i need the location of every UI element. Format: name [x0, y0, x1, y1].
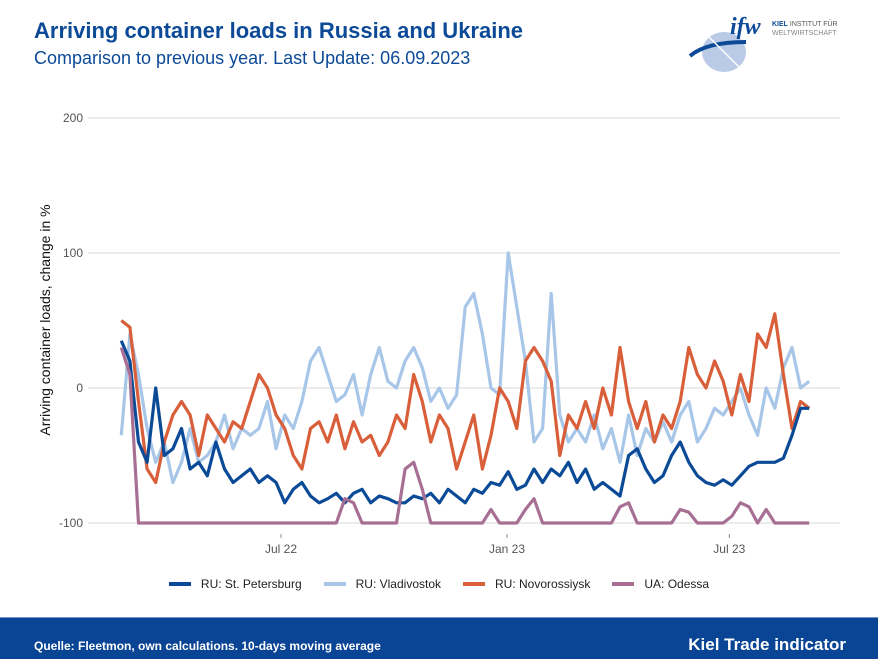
- x-tick-label: Jul 23: [713, 542, 745, 556]
- x-tick-label: Jan 23: [489, 542, 525, 556]
- svg-text:KIEL INSTITUT FÜR: KIEL INSTITUT FÜR: [772, 20, 838, 28]
- source-note: Quelle: Fleetmon, own calculations. 10-d…: [34, 639, 381, 653]
- footer-bar: Quelle: Fleetmon, own calculations. 10-d…: [0, 617, 878, 659]
- y-tick-label: 100: [63, 246, 83, 260]
- legend-label: RU: Vladivostok: [355, 577, 442, 591]
- chart-title: Arriving container loads in Russia and U…: [34, 18, 524, 43]
- svg-text:WELTWIRTSCHAFT: WELTWIRTSCHAFT: [772, 30, 837, 37]
- legend-label: RU: Novorossiysk: [495, 577, 591, 591]
- legend-label: RU: St. Petersburg: [200, 577, 302, 591]
- chart-subtitle: Comparison to previous year. Last Update…: [34, 48, 471, 68]
- ifw-logo: ifw KIEL INSTITUT FÜR WELTWIRTSCHAFT: [688, 14, 838, 72]
- legend-item-odessa: UA: Odessa: [612, 577, 709, 591]
- svg-text:ifw: ifw: [730, 14, 762, 40]
- y-tick-label: 0: [76, 381, 83, 395]
- line-chart: 200 100 0 -100 Jul 22 Jan 23 Jul 23 Arriving c…: [37, 111, 840, 556]
- legend-item-st-petersburg: RU: St. Petersburg: [168, 577, 302, 591]
- brand-label: Kiel Trade indicator: [688, 635, 846, 654]
- legend: RU: St. Petersburg RU: Vladivostok RU: N…: [0, 577, 878, 591]
- y-tick-label: -100: [59, 516, 83, 530]
- series-line-ua-odessa: [119, 347, 810, 525]
- y-tick-label: 200: [63, 111, 83, 125]
- series-line-ru-vladivostok: [119, 251, 811, 485]
- legend-label: UA: Odessa: [644, 577, 710, 591]
- legend-item-vladivostok: RU: Vladivostok: [323, 577, 442, 591]
- series-line-ru-st-petersburg: [119, 340, 810, 505]
- legend-item-novorossiysk: RU: Novorossiysk: [463, 577, 590, 591]
- y-axis-label: Arriving container loads, change in %: [37, 204, 53, 435]
- series-line-ru-novorossiysk: [120, 312, 811, 485]
- x-tick-label: Jul 22: [265, 542, 297, 556]
